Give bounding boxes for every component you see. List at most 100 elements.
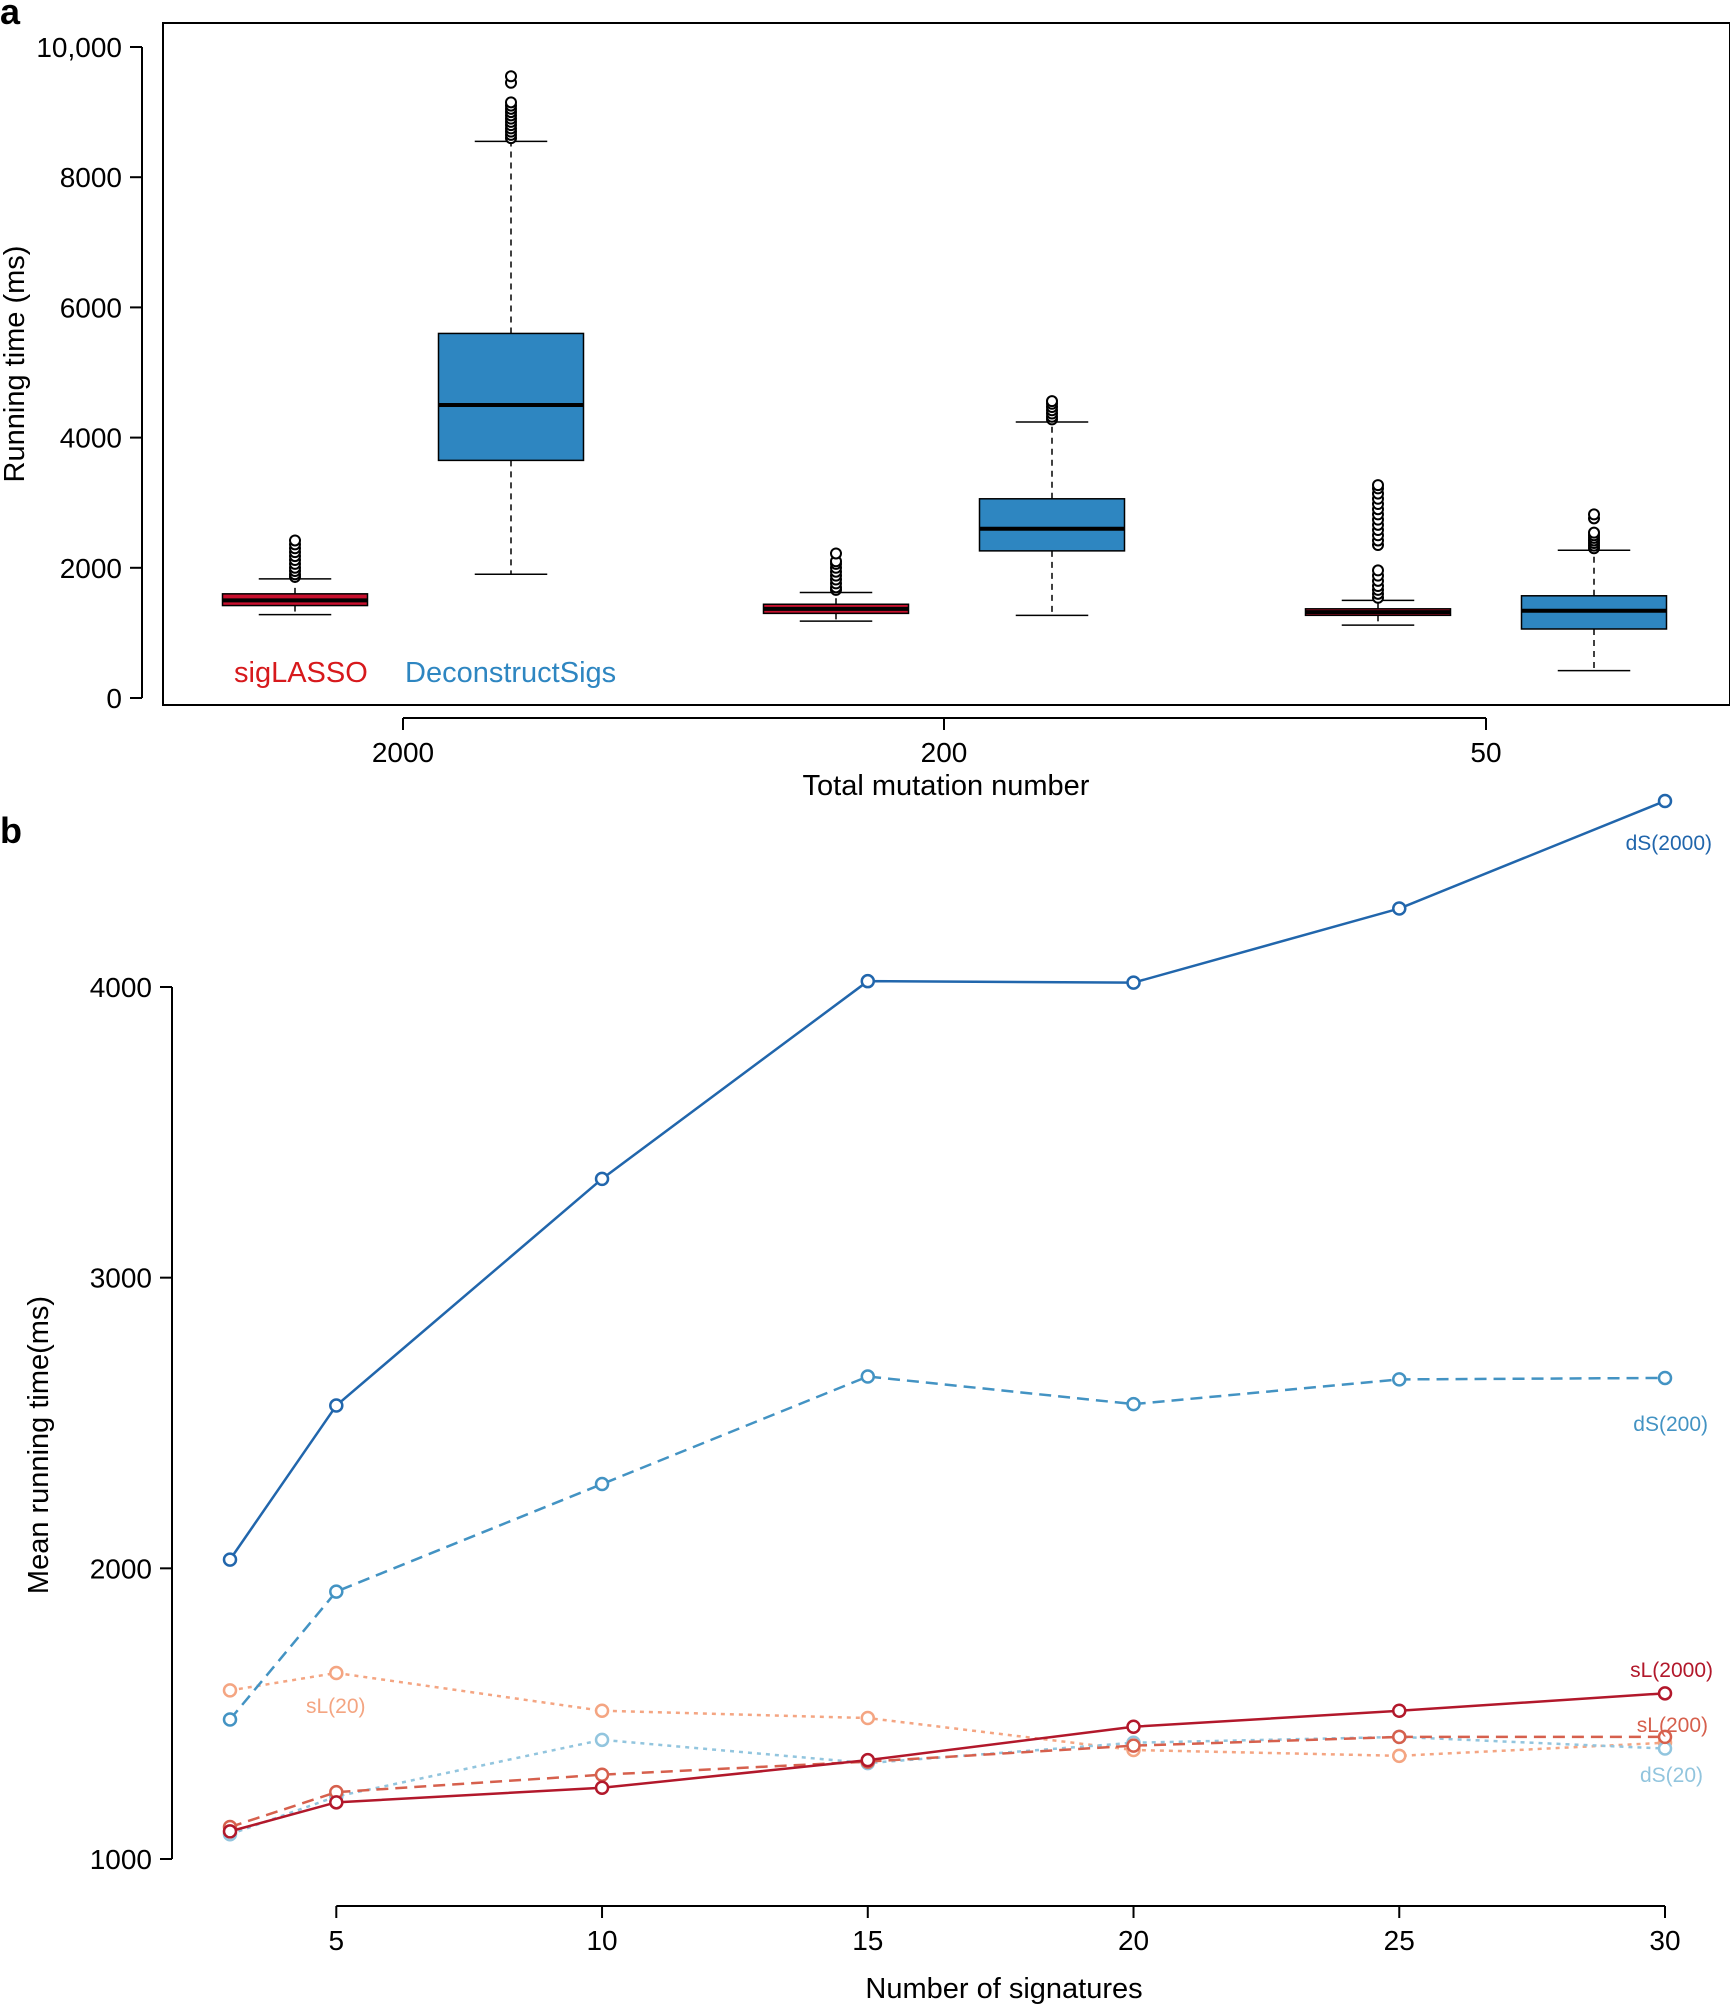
data-point bbox=[1392, 901, 1407, 916]
y-tick-label: 0 bbox=[106, 683, 122, 714]
y-tick-label: 8000 bbox=[60, 162, 122, 193]
legend-deconstructsigs: DeconstructSigs bbox=[405, 657, 616, 689]
x-tick-label: 15 bbox=[852, 1925, 883, 1956]
outlier-point bbox=[289, 534, 301, 547]
y-tick-label: 10,000 bbox=[36, 32, 122, 63]
data-point bbox=[329, 1398, 344, 1413]
box-iqr bbox=[437, 332, 585, 462]
x-tick-label: 20 bbox=[1118, 1925, 1149, 1956]
data-point bbox=[594, 1767, 610, 1782]
data-point bbox=[860, 1369, 876, 1384]
series-line bbox=[228, 799, 1666, 1561]
y-axis-title-b: Mean running time(ms) bbox=[23, 1296, 55, 1594]
series-line bbox=[229, 1671, 1666, 1758]
outlier-point bbox=[1588, 508, 1600, 521]
y-tick-label: 4000 bbox=[60, 423, 122, 454]
x-axis-title-b: Number of signatures bbox=[865, 1973, 1142, 2005]
outlier-point bbox=[830, 547, 842, 560]
data-point bbox=[594, 1476, 610, 1492]
y-tick-label: 2000 bbox=[60, 553, 122, 584]
x-tick-label: 30 bbox=[1649, 1925, 1680, 1956]
line-panel: 1000 2000 3000 4000 5 10 15 20 25 30 sL(20) dS(20… bbox=[23, 793, 1713, 2005]
data-point bbox=[860, 973, 876, 989]
x-tick-label: 2000 bbox=[372, 737, 434, 768]
series-label: dS(2000) bbox=[1626, 832, 1712, 855]
x-tick-label: 200 bbox=[921, 737, 968, 768]
data-point bbox=[329, 1795, 344, 1810]
series-ds2000: dS(2000) bbox=[222, 793, 1712, 1567]
data-point bbox=[1392, 1748, 1407, 1764]
series-line bbox=[229, 1692, 1666, 1833]
data-point bbox=[1657, 793, 1673, 809]
data-point bbox=[222, 1683, 238, 1698]
x-tick-label: 5 bbox=[329, 1925, 345, 1956]
series-line bbox=[229, 1375, 1666, 1721]
data-point bbox=[1657, 1370, 1673, 1386]
x-axis-a: 2000 200 50 bbox=[372, 717, 1502, 768]
outlier-point bbox=[505, 70, 517, 83]
data-point bbox=[222, 1824, 238, 1839]
x-axis-title-a: Total mutation number bbox=[803, 770, 1090, 802]
y-axis-title-a: Running time (ms) bbox=[0, 246, 31, 483]
box-siglasso-200 bbox=[762, 547, 910, 622]
data-point bbox=[1657, 1729, 1673, 1745]
data-point bbox=[860, 1752, 876, 1768]
data-point bbox=[1392, 1372, 1407, 1387]
outlier-point bbox=[1046, 395, 1058, 408]
outlier-point bbox=[1372, 479, 1384, 492]
x-tick-label: 25 bbox=[1384, 1925, 1415, 1956]
data-point bbox=[222, 1712, 238, 1727]
line-series: sL(20) dS(20) sL(200) sL(2000) dS(200) dS(200… bbox=[222, 793, 1713, 1842]
box-deconstructsigs-50 bbox=[1520, 508, 1668, 672]
box-siglasso-50 bbox=[1304, 479, 1452, 626]
data-point bbox=[1392, 1703, 1407, 1719]
series-label: sL(200) bbox=[1637, 1714, 1708, 1737]
data-point bbox=[1392, 1729, 1407, 1745]
y-tick-label: 4000 bbox=[90, 972, 152, 1003]
x-tick-label: 10 bbox=[586, 1925, 617, 1956]
y-axis-a: 0 2000 4000 6000 8000 10,000 bbox=[36, 32, 143, 714]
outlier-point bbox=[1372, 564, 1384, 577]
y-tick-label: 6000 bbox=[60, 292, 122, 323]
panel-b-label: b bbox=[0, 810, 22, 851]
series-label: sL(2000) bbox=[1630, 1659, 1713, 1682]
box-deconstructsigs-2000 bbox=[437, 70, 585, 576]
data-point bbox=[1126, 1396, 1141, 1412]
series-sl20: sL(20) bbox=[222, 1665, 1673, 1764]
data-point bbox=[1126, 1738, 1141, 1753]
series-line bbox=[229, 1735, 1666, 1836]
y-tick-label: 2000 bbox=[90, 1553, 152, 1584]
series-sl2000: sL(2000) bbox=[222, 1659, 1713, 1839]
data-point bbox=[594, 1703, 610, 1719]
outlier-point bbox=[505, 96, 517, 109]
series-label: dS(20) bbox=[1640, 1764, 1703, 1787]
legend-siglasso: sigLASSO bbox=[234, 657, 368, 689]
box-siglasso-2000 bbox=[221, 534, 369, 616]
data-point bbox=[222, 1552, 238, 1567]
data-point bbox=[1657, 1741, 1673, 1756]
y-tick-label: 3000 bbox=[90, 1263, 152, 1294]
data-point bbox=[860, 1710, 876, 1726]
data-point bbox=[594, 1732, 610, 1748]
y-axis-b: 1000 2000 3000 4000 bbox=[90, 972, 173, 1875]
x-tick-label: 50 bbox=[1470, 737, 1501, 768]
series-ds200: dS(200) bbox=[222, 1369, 1708, 1727]
y-tick-label: 1000 bbox=[90, 1844, 152, 1875]
series-label: sL(20) bbox=[306, 1695, 366, 1718]
box-deconstructsigs-200 bbox=[978, 395, 1126, 617]
box-series bbox=[221, 70, 1668, 672]
data-point bbox=[1126, 1719, 1141, 1734]
plot-frame-a bbox=[162, 22, 1730, 706]
data-point bbox=[1126, 975, 1141, 990]
outlier-point bbox=[1588, 526, 1600, 539]
data-point bbox=[1657, 1686, 1673, 1701]
data-point bbox=[329, 1665, 344, 1681]
panel-a-label: a bbox=[0, 0, 21, 32]
data-point bbox=[594, 1171, 610, 1187]
data-point bbox=[329, 1584, 344, 1599]
x-axis-b: 5 10 15 20 25 30 bbox=[329, 1905, 1681, 1956]
box-iqr bbox=[978, 498, 1126, 552]
series-label: dS(200) bbox=[1633, 1413, 1708, 1436]
data-point bbox=[594, 1780, 610, 1796]
